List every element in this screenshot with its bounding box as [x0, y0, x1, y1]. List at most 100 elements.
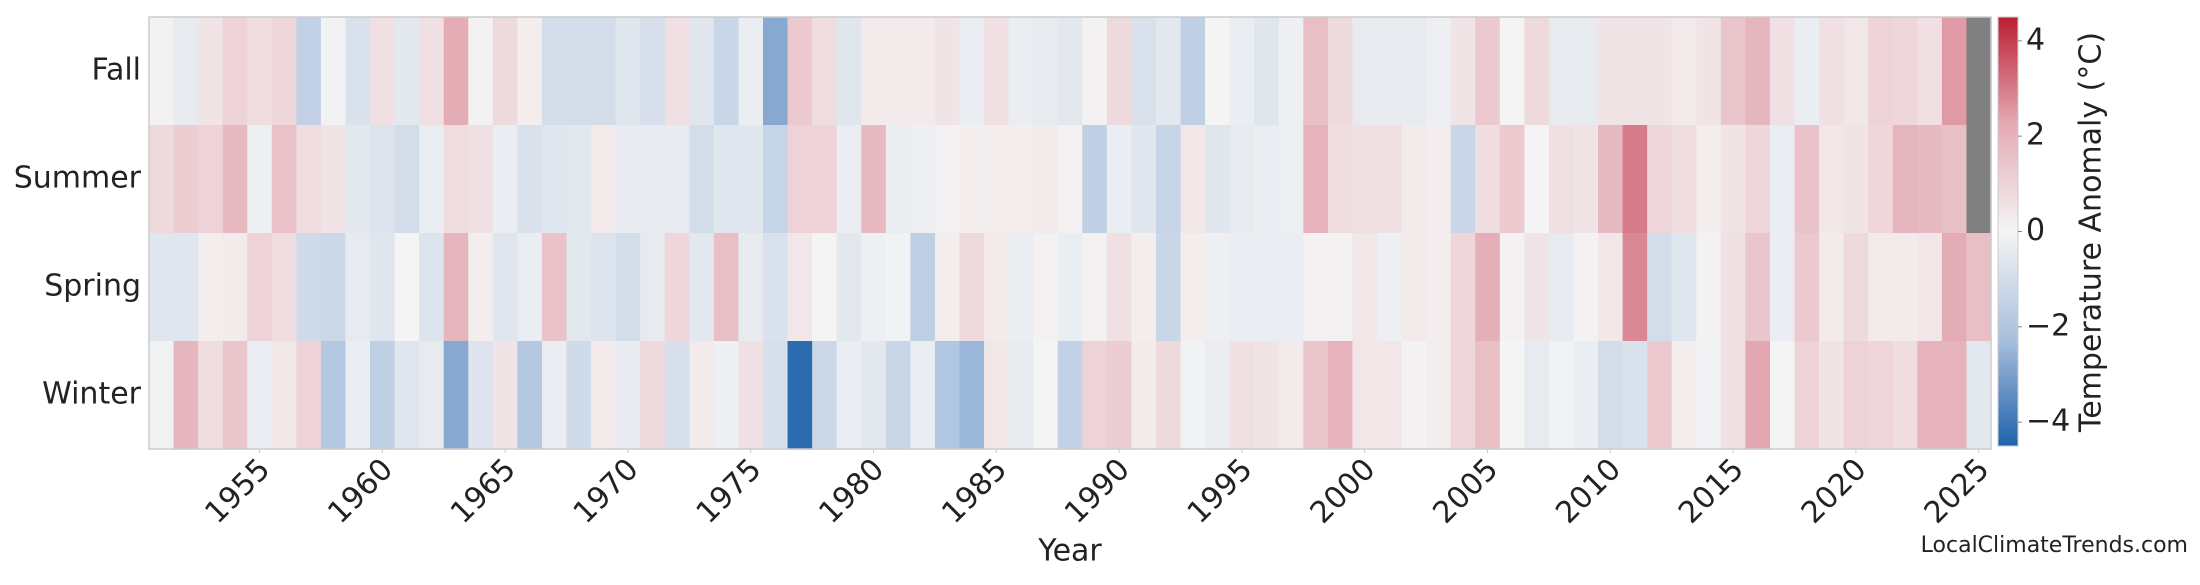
heatmap-cell [1229, 17, 1255, 126]
heatmap-cell [492, 125, 518, 234]
heatmap-cell [1696, 233, 1722, 342]
heatmap-cell [198, 17, 224, 126]
x-tick-label: 2000 [1304, 452, 1383, 531]
heatmap-cell [1819, 125, 1845, 234]
heatmap-cell [738, 233, 764, 342]
heatmap-cell [1573, 341, 1599, 450]
heatmap-cell [1205, 233, 1231, 342]
heatmap-cell [271, 125, 297, 234]
heatmap-cell [1941, 17, 1968, 126]
heatmap-cell [1647, 125, 1673, 234]
heatmap-cell [1401, 233, 1427, 342]
heatmap-cell [247, 125, 273, 234]
heatmap-cell [1696, 341, 1722, 450]
heatmap-cell [959, 341, 985, 450]
heatmap-cell [1033, 17, 1059, 126]
heatmap-cell [812, 341, 838, 450]
heatmap-cell [394, 125, 420, 234]
heatmap-cell [541, 233, 568, 342]
heatmap-cell [1327, 341, 1354, 450]
heatmap-cell [1278, 233, 1304, 342]
x-tick-label: 2025 [1918, 452, 1997, 531]
heatmap-cell [934, 341, 961, 450]
heatmap-cell [984, 17, 1010, 126]
heatmap-cell [1426, 233, 1452, 342]
heatmap-cell [1499, 17, 1525, 126]
heatmap-cell [1819, 17, 1845, 126]
heatmap-cell [1426, 17, 1452, 126]
heatmap-cell [468, 341, 494, 450]
heatmap-cell [1966, 17, 1992, 126]
heatmap-cell [492, 341, 518, 450]
heatmap-cell [591, 17, 617, 126]
heatmap-cell [763, 341, 789, 450]
colorbar-tick-label: −4 [2026, 404, 2070, 439]
heatmap-cell [1769, 17, 1796, 126]
heatmap-cell [1377, 341, 1403, 450]
x-tick-label: 2010 [1549, 452, 1628, 531]
heatmap-cell [1769, 341, 1796, 450]
heatmap-cell [443, 125, 469, 234]
heatmap-cell [1524, 125, 1550, 234]
heatmap-cell [1720, 233, 1746, 342]
heatmap-cell [763, 233, 789, 342]
heatmap-cell [247, 17, 273, 126]
heatmap-cell [664, 233, 690, 342]
heatmap-cell [1352, 125, 1378, 234]
heatmap-cell [566, 17, 592, 126]
heatmap-cell [1426, 125, 1452, 234]
heatmap-cell [1868, 125, 1894, 234]
heatmap-cell [566, 341, 592, 450]
heatmap-cell [419, 341, 445, 450]
heatmap-cell [1622, 125, 1648, 234]
heatmap-cell [419, 17, 445, 126]
heatmap-cell [1548, 341, 1575, 450]
heatmap-cell [1180, 125, 1206, 234]
heatmap-cell [443, 17, 469, 126]
heatmap-cell [173, 17, 199, 126]
heatmap-cell [1303, 233, 1329, 342]
heatmap-cell [370, 125, 396, 234]
colorbar-tick-label: 4 [2026, 22, 2045, 57]
heatmap-cell [320, 341, 347, 450]
heatmap-cell [320, 125, 347, 234]
heatmap-cell [1671, 341, 1697, 450]
heatmap-cell [1352, 341, 1378, 450]
heatmap-cell [664, 341, 690, 450]
heatmap-cell [812, 233, 838, 342]
heatmap-cell [1377, 125, 1403, 234]
heatmap-cell [419, 233, 445, 342]
heatmap-cell [1327, 17, 1354, 126]
heatmap-cell [910, 233, 936, 342]
heatmap-cell [320, 17, 347, 126]
heatmap-cell [296, 17, 322, 126]
heatmap-cell [517, 125, 543, 234]
y-tick-label: Spring [44, 269, 141, 304]
heatmap-cell [615, 125, 641, 234]
heatmap-cell [934, 233, 961, 342]
heatmap-cell [1941, 233, 1968, 342]
heatmap-cell [1671, 233, 1697, 342]
x-tick-label: 1985 [935, 452, 1014, 531]
heatmap-cell [738, 17, 764, 126]
heatmap-cell [198, 125, 224, 234]
heatmap-cell [1843, 233, 1869, 342]
heatmap-cell [664, 125, 690, 234]
watermark: LocalClimateTrends.com [1921, 533, 2188, 558]
y-tick-label: Summer [14, 161, 142, 196]
heatmap-cell [271, 341, 297, 450]
heatmap-cell [1106, 17, 1132, 126]
heatmap-cell [1745, 341, 1771, 450]
heatmap-cell [1106, 233, 1132, 342]
heatmap-cell [149, 17, 175, 126]
heatmap-cell [1745, 17, 1771, 126]
heatmap-cell [713, 17, 740, 126]
heatmap-cell [836, 17, 862, 126]
heatmap-cell [517, 233, 543, 342]
heatmap-cell [1033, 341, 1059, 450]
heatmap-cell [812, 125, 838, 234]
heatmap-cell [885, 233, 911, 342]
heatmap-cell [296, 341, 322, 450]
heatmap-cell [1745, 125, 1771, 234]
heatmap-cell [394, 341, 420, 450]
